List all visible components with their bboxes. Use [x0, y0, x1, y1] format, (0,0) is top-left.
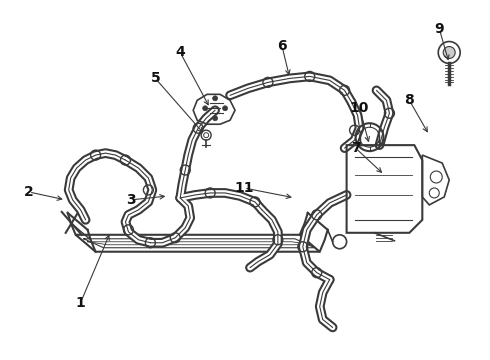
Circle shape — [213, 116, 218, 121]
Text: 6: 6 — [277, 39, 287, 53]
Text: 1: 1 — [76, 296, 86, 310]
Text: 9: 9 — [435, 22, 444, 36]
Circle shape — [443, 46, 455, 58]
Text: 3: 3 — [125, 193, 135, 207]
Text: 2: 2 — [24, 185, 34, 199]
Text: 8: 8 — [404, 93, 414, 107]
Text: 11: 11 — [234, 181, 254, 195]
Text: 10: 10 — [350, 101, 369, 115]
Text: 4: 4 — [175, 45, 185, 59]
Text: 5: 5 — [150, 71, 160, 85]
Circle shape — [213, 96, 218, 101]
Circle shape — [203, 106, 208, 111]
Circle shape — [222, 106, 227, 111]
Text: 7: 7 — [351, 141, 360, 155]
